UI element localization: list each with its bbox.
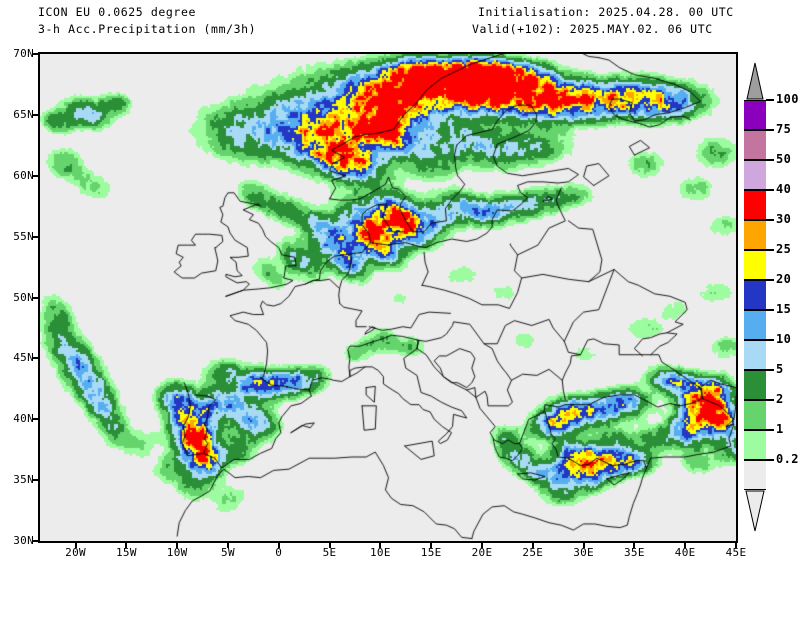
colorbar-label-10: 10 bbox=[776, 332, 792, 346]
lon-label-0: 0 bbox=[275, 546, 283, 559]
lon-tick bbox=[379, 543, 382, 548]
lat-label-30n: 30N bbox=[13, 534, 34, 547]
lon-tick bbox=[328, 543, 331, 548]
colorbar-label-75: 75 bbox=[776, 122, 792, 136]
lat-tick bbox=[33, 235, 38, 238]
colorbar-tick bbox=[766, 99, 774, 101]
colorbar-tick bbox=[766, 429, 774, 431]
lon-label-15w: 15W bbox=[115, 546, 137, 559]
colorbar-label-100: 100 bbox=[776, 92, 799, 106]
precipitation-map bbox=[40, 54, 736, 541]
colorbar-tick bbox=[766, 399, 774, 401]
colorbar-tick bbox=[766, 459, 774, 461]
lon-tick bbox=[735, 543, 737, 548]
colorbar-label-2: 2 bbox=[776, 392, 784, 406]
colorbar-label-25: 25 bbox=[776, 242, 792, 256]
colorbar-segment-30 bbox=[744, 220, 766, 250]
colorbar-segment-5 bbox=[744, 370, 766, 400]
lat-label-45n: 45N bbox=[13, 351, 34, 365]
colorbar-tick bbox=[766, 339, 774, 341]
lat-tick bbox=[33, 479, 38, 482]
lon-tick bbox=[125, 543, 128, 548]
colorbar-tick bbox=[766, 249, 774, 251]
colorbar-segment-40 bbox=[744, 190, 766, 220]
colorbar-segment-0-2 bbox=[744, 460, 766, 490]
colorbar-tick bbox=[766, 219, 774, 221]
colorbar-segment-15 bbox=[744, 310, 766, 340]
colorbar-label-20: 20 bbox=[776, 272, 792, 286]
colorbar-segment-1 bbox=[744, 430, 766, 460]
lat-label-70n: 70N bbox=[13, 47, 34, 60]
lat-tick bbox=[33, 296, 38, 299]
lon-tick bbox=[176, 543, 179, 548]
lon-tick bbox=[531, 543, 534, 548]
lon-tick bbox=[430, 543, 433, 548]
initialisation-time: Initialisation: 2025.04.28. 00 UTC bbox=[478, 5, 734, 19]
lon-label-15e: 15E bbox=[420, 546, 442, 559]
lon-label-5e: 5E bbox=[322, 546, 337, 559]
lon-label-45e: 45E bbox=[725, 546, 747, 559]
lat-label-65n: 65N bbox=[13, 107, 34, 121]
lon-label-20w: 20W bbox=[65, 546, 86, 559]
lat-tick bbox=[33, 357, 38, 360]
colorbar-label-0-2: 0.2 bbox=[776, 452, 799, 466]
colorbar-segment-75 bbox=[744, 130, 766, 160]
valid-time: Valid(+102): 2025.MAY.02. 06 UTC bbox=[472, 22, 713, 36]
lon-label-30e: 30E bbox=[573, 546, 594, 559]
colorbar-top-arrow bbox=[744, 62, 766, 100]
colorbar-tick bbox=[766, 159, 774, 161]
colorbar-tick bbox=[766, 369, 774, 371]
lat-tick bbox=[33, 174, 38, 177]
parameter-title: 3-h Acc.Precipitation (mm/3h) bbox=[38, 22, 257, 36]
colorbar-segment-50 bbox=[744, 160, 766, 190]
lon-label-10w: 10W bbox=[166, 546, 188, 559]
lon-tick bbox=[226, 543, 229, 548]
lon-label-10e: 10E bbox=[369, 546, 391, 559]
colorbar-tick bbox=[766, 129, 774, 131]
colorbar-segment-20 bbox=[744, 280, 766, 310]
colorbar-segment-25 bbox=[744, 250, 766, 280]
lon-label-40e: 40E bbox=[674, 546, 696, 559]
lon-tick bbox=[74, 543, 77, 548]
lon-label-25e: 25E bbox=[522, 546, 544, 559]
lat-label-50n: 50N bbox=[13, 290, 34, 304]
map-frame bbox=[38, 52, 738, 543]
lon-tick bbox=[480, 543, 483, 548]
lon-label-35e: 35E bbox=[624, 546, 645, 559]
lat-tick bbox=[33, 113, 38, 116]
lat-tick bbox=[33, 540, 38, 542]
lat-label-55n: 55N bbox=[13, 229, 34, 243]
colorbar-tick bbox=[766, 279, 774, 281]
colorbar-tick bbox=[766, 189, 774, 191]
lat-label-35n: 35N bbox=[13, 473, 34, 487]
colorbar-bottom-arrow bbox=[744, 490, 766, 532]
colorbar-label-15: 15 bbox=[776, 302, 792, 316]
lat-label-60n: 60N bbox=[13, 168, 34, 182]
model-title: ICON EU 0.0625 degree bbox=[38, 5, 196, 19]
lat-tick bbox=[33, 53, 38, 55]
colorbar bbox=[744, 100, 766, 490]
lon-tick bbox=[582, 543, 585, 548]
lat-label-40n: 40N bbox=[13, 412, 34, 426]
colorbar-segment-100 bbox=[744, 100, 766, 130]
lon-label-20e: 20E bbox=[471, 546, 493, 559]
colorbar-tick bbox=[766, 309, 774, 311]
colorbar-label-30: 30 bbox=[776, 212, 792, 226]
colorbar-label-1: 1 bbox=[776, 422, 784, 436]
lon-tick bbox=[684, 543, 687, 548]
colorbar-label-50: 50 bbox=[776, 152, 792, 166]
colorbar-label-40: 40 bbox=[776, 182, 792, 196]
lat-tick bbox=[33, 418, 38, 421]
colorbar-segment-2 bbox=[744, 400, 766, 430]
lon-label-5w: 5W bbox=[221, 546, 235, 559]
lon-tick bbox=[277, 543, 280, 548]
colorbar-segment-10 bbox=[744, 340, 766, 370]
colorbar-label-5: 5 bbox=[776, 362, 784, 376]
lon-tick bbox=[633, 543, 636, 548]
